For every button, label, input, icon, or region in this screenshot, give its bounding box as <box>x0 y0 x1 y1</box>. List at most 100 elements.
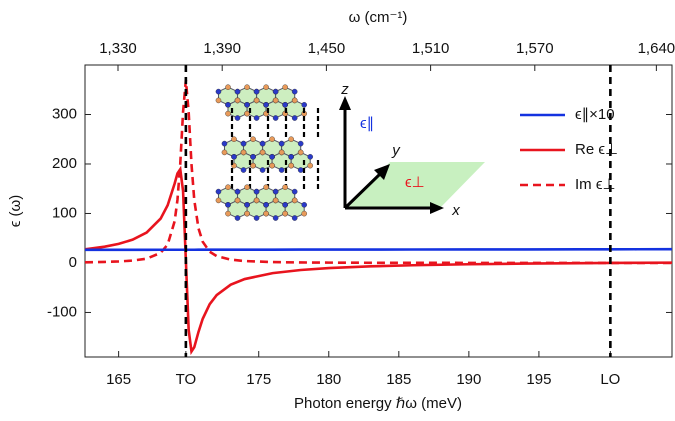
x-tick-label: LO <box>600 371 620 388</box>
atom <box>263 184 269 190</box>
atom <box>269 162 275 169</box>
x-tick-label: 165 <box>106 371 131 388</box>
y-tick-label: 0 <box>69 254 77 271</box>
y-arrow <box>343 172 382 210</box>
x2-tick-label: 1,450 <box>308 40 346 57</box>
atom <box>259 149 266 156</box>
atom <box>231 136 237 142</box>
atom <box>244 110 250 117</box>
atom <box>301 201 308 208</box>
atom <box>234 197 241 204</box>
y-axis-label: ϵ (ω) <box>7 195 24 228</box>
atom <box>278 167 285 173</box>
atom <box>253 115 260 121</box>
atom <box>250 153 256 160</box>
atom <box>291 197 298 204</box>
atom <box>221 149 228 156</box>
y-arrowhead <box>374 164 390 180</box>
inset-x-label: x <box>451 202 460 219</box>
atom <box>272 115 279 121</box>
atom <box>291 215 298 221</box>
atom <box>272 88 279 95</box>
atom <box>272 197 279 204</box>
atom <box>282 102 288 108</box>
atom <box>244 210 250 217</box>
inset-eps-perp: ϵ⊥ <box>405 174 425 191</box>
atom <box>269 136 275 142</box>
atom <box>234 115 241 121</box>
atom <box>282 210 288 217</box>
atom <box>272 188 279 195</box>
atom <box>250 162 256 169</box>
atom <box>215 88 222 95</box>
atom <box>291 115 298 121</box>
atom <box>234 97 241 104</box>
atom <box>301 102 308 108</box>
atom <box>259 167 266 173</box>
y-tick-label: 300 <box>52 105 77 122</box>
atom <box>225 84 231 90</box>
atom <box>297 140 304 147</box>
atom <box>244 184 250 190</box>
inset-y-label: y <box>391 142 401 159</box>
plot-lines <box>85 65 672 357</box>
y-tick-label: -100 <box>47 303 77 320</box>
atom <box>269 153 275 160</box>
atom <box>234 215 241 221</box>
x2-tick-label: 1,570 <box>516 40 554 57</box>
atom <box>278 140 285 147</box>
y-tick-label: 200 <box>52 155 77 172</box>
atom <box>250 136 256 142</box>
atom <box>291 97 298 104</box>
x-tick-label: TO <box>176 371 197 388</box>
atom <box>234 88 241 95</box>
atom <box>253 188 260 195</box>
atom <box>244 84 250 90</box>
atom <box>244 201 250 208</box>
atom <box>297 149 304 156</box>
series-line <box>85 247 672 252</box>
atom <box>253 197 260 204</box>
atom <box>225 110 231 117</box>
atom <box>259 140 266 147</box>
x-tick-label: 185 <box>386 371 411 388</box>
atom <box>307 153 314 160</box>
atom <box>253 215 260 221</box>
atom <box>288 162 294 169</box>
x2-tick-label: 1,510 <box>412 40 450 57</box>
x2-tick-label: 1,390 <box>203 40 241 57</box>
atom <box>291 88 298 95</box>
legend-label: Im ϵ⊥ <box>575 176 616 193</box>
atom <box>215 97 222 104</box>
atom <box>288 136 294 142</box>
atom <box>272 97 279 104</box>
inset-axes <box>339 96 485 214</box>
atom <box>282 201 288 208</box>
atom <box>225 184 231 190</box>
z-arrowhead <box>339 96 351 110</box>
atom <box>263 210 269 217</box>
atom <box>234 188 241 195</box>
atom <box>240 149 247 156</box>
atom <box>215 197 222 204</box>
atom <box>225 210 231 217</box>
x2-tick-label: 1,640 <box>638 40 675 57</box>
legend-label: ϵ∥×10 <box>575 106 615 123</box>
x-arrowhead <box>430 202 444 214</box>
atom <box>253 97 260 104</box>
atom <box>225 102 231 108</box>
x-axis-label: Photon energy ℏω (meV) <box>294 395 462 412</box>
atom <box>297 167 304 173</box>
atom <box>231 153 237 160</box>
atom <box>291 188 298 195</box>
y-tick-label: 100 <box>52 204 77 221</box>
atom <box>240 167 247 173</box>
atom <box>282 184 288 190</box>
atom <box>215 188 222 195</box>
x-tick-label: 190 <box>456 371 481 388</box>
legend-label: Re ϵ⊥ <box>575 141 618 158</box>
atom <box>225 201 231 208</box>
atom <box>272 215 279 221</box>
x-tick-label: 175 <box>246 371 271 388</box>
